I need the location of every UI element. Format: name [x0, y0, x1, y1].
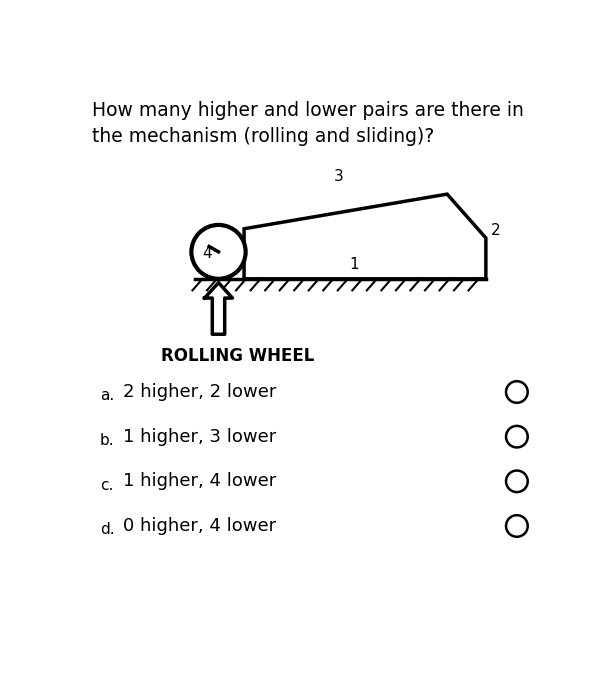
Text: 0 higher, 4 lower: 0 higher, 4 lower — [123, 517, 276, 535]
Text: c.: c. — [100, 477, 114, 493]
Text: 4: 4 — [202, 246, 212, 261]
Text: 1: 1 — [349, 258, 359, 272]
Circle shape — [506, 382, 528, 402]
Polygon shape — [204, 283, 233, 335]
Text: d.: d. — [100, 522, 115, 538]
Text: 2: 2 — [491, 223, 501, 238]
Text: 3: 3 — [334, 169, 344, 184]
Circle shape — [506, 426, 528, 447]
Circle shape — [506, 515, 528, 537]
Text: ROLLING WHEEL: ROLLING WHEEL — [161, 347, 314, 365]
Text: 2 higher, 2 lower: 2 higher, 2 lower — [123, 383, 276, 401]
Text: How many higher and lower pairs are there in
the mechanism (rolling and sliding): How many higher and lower pairs are ther… — [92, 101, 524, 146]
Text: 1 higher, 4 lower: 1 higher, 4 lower — [123, 473, 276, 490]
Polygon shape — [244, 194, 486, 279]
Circle shape — [506, 470, 528, 492]
Text: 1 higher, 3 lower: 1 higher, 3 lower — [123, 428, 276, 446]
Text: a.: a. — [100, 389, 114, 403]
Circle shape — [191, 225, 246, 279]
Text: b.: b. — [100, 433, 115, 448]
